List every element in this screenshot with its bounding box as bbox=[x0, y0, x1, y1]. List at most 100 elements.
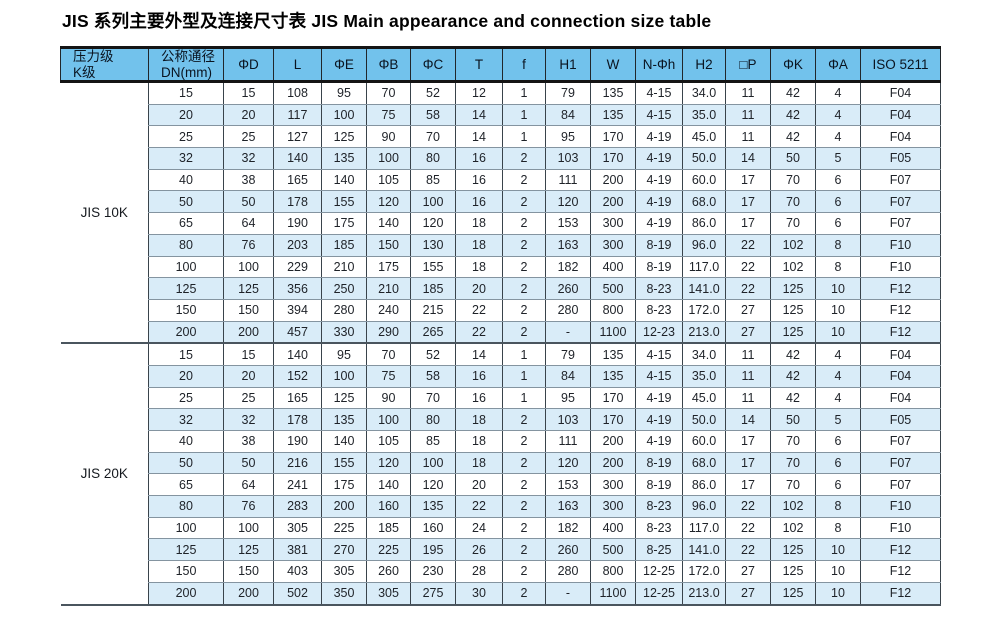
table-cell: 200 bbox=[148, 582, 224, 606]
table-cell: 4-15 bbox=[635, 343, 683, 366]
table-cell: 16 bbox=[455, 365, 503, 388]
table-cell: 22 bbox=[725, 495, 771, 518]
table-cell: F07 bbox=[860, 473, 941, 497]
table-cell: 105 bbox=[366, 430, 411, 453]
table-cell: F04 bbox=[860, 387, 941, 410]
table-cell: 95 bbox=[321, 343, 367, 366]
table-cell: 275 bbox=[410, 582, 456, 606]
table-cell: F07 bbox=[860, 212, 941, 235]
table-section: JIS 10K 15 15 108 95 70 52 12 1 79 135 4-15 34.0 11 42… bbox=[60, 81, 941, 344]
table-cell: 213.0 bbox=[682, 321, 726, 344]
table-cell: 111 bbox=[545, 169, 591, 192]
table-cell: 34.0 bbox=[682, 81, 726, 105]
table-cell: 50 bbox=[770, 147, 816, 170]
table-cell: 26 bbox=[455, 538, 503, 562]
table-cell: 170 bbox=[590, 147, 636, 170]
table-row: 50 50 216 155 120 100 18 2 120 200 8-19 68.0 17 70 6 F0… bbox=[61, 452, 941, 475]
table-cell: 10 bbox=[815, 299, 861, 322]
section-label: JIS 10K bbox=[60, 81, 149, 344]
table-cell: 100 bbox=[321, 365, 367, 388]
table-cell: 270 bbox=[321, 538, 367, 562]
table-cell: 5 bbox=[815, 147, 861, 170]
table-cell: 27 bbox=[725, 321, 771, 344]
table-cell: - bbox=[545, 582, 591, 606]
table-cell: 20 bbox=[223, 365, 274, 388]
table-cell: 2 bbox=[502, 517, 546, 540]
table-cell: 213.0 bbox=[682, 582, 726, 606]
table-row: JIS 20K 15 15 140 95 70 52 14 1 79 135 4-15 34.0 11 42… bbox=[60, 343, 941, 605]
table-cell: 250 bbox=[321, 277, 367, 300]
table-row: JIS 10K 15 15 108 95 70 52 12 1 79 135 4-15 34.0 11 42… bbox=[60, 81, 941, 344]
table-cell: 15 bbox=[223, 343, 274, 366]
table-cell: 163 bbox=[545, 495, 591, 518]
table-row: 40 38 165 140 105 85 16 2 111 200 4-19 60.0 17 70 6 F07 bbox=[61, 169, 941, 192]
table-cell: 17 bbox=[725, 452, 771, 475]
table-cell: 96.0 bbox=[682, 495, 726, 518]
table-cell: 22 bbox=[725, 538, 771, 562]
table-cell: F12 bbox=[860, 560, 941, 583]
table-cell: 25 bbox=[223, 125, 274, 149]
table-cell: 22 bbox=[725, 517, 771, 540]
table-cell: 4-19 bbox=[635, 387, 683, 410]
table-cell: 18 bbox=[455, 212, 503, 235]
column-header: ΦK bbox=[770, 46, 816, 83]
table-cell: 42 bbox=[770, 104, 816, 127]
table-cell: 150 bbox=[366, 234, 411, 257]
table-row: 32 32 140 135 100 80 16 2 103 170 4-19 50.0 14 50 5 F05 bbox=[61, 147, 941, 170]
table-cell: 160 bbox=[410, 517, 456, 540]
table-cell: 111 bbox=[545, 430, 591, 453]
table-cell: 20 bbox=[148, 365, 224, 388]
table-cell: 18 bbox=[455, 452, 503, 475]
table-cell: 6 bbox=[815, 212, 861, 235]
table-cell: 65 bbox=[148, 212, 224, 235]
table-cell: 32 bbox=[148, 147, 224, 170]
table-cell: 10 bbox=[815, 560, 861, 583]
table-cell: 290 bbox=[366, 321, 411, 344]
table-cell: 6 bbox=[815, 452, 861, 475]
table-cell: 330 bbox=[321, 321, 367, 344]
table-cell: 24 bbox=[455, 517, 503, 540]
table-cell: 120 bbox=[545, 452, 591, 475]
table-cell: 95 bbox=[545, 387, 591, 410]
table-cell: 2 bbox=[502, 277, 546, 300]
table-cell: 38 bbox=[223, 430, 274, 453]
table-cell: 4-19 bbox=[635, 408, 683, 431]
table-cell: 200 bbox=[590, 452, 636, 475]
table-cell: 16 bbox=[455, 169, 503, 192]
table-cell: 120 bbox=[410, 473, 456, 497]
table-row: 40 38 190 140 105 85 18 2 111 200 4-19 60.0 17 70 6 F07 bbox=[61, 430, 941, 453]
table-cell: 100 bbox=[148, 256, 224, 279]
table-cell: F07 bbox=[860, 169, 941, 192]
table-cell: 45.0 bbox=[682, 125, 726, 149]
table-cell: 80 bbox=[410, 408, 456, 431]
table-cell: 4-19 bbox=[635, 430, 683, 453]
table-cell: 60.0 bbox=[682, 169, 726, 192]
table-cell: 80 bbox=[148, 495, 224, 518]
table-cell: 8-23 bbox=[635, 495, 683, 518]
table-cell: 500 bbox=[590, 538, 636, 562]
table-cell: 280 bbox=[545, 299, 591, 322]
table-cell: 155 bbox=[410, 256, 456, 279]
table-cell: 25 bbox=[148, 125, 224, 149]
table-cell: 14 bbox=[455, 343, 503, 366]
table-cell: 18 bbox=[455, 430, 503, 453]
table-cell: F07 bbox=[860, 190, 941, 214]
section-label: JIS 20K bbox=[60, 343, 149, 605]
table-cell: 11 bbox=[725, 387, 771, 410]
table-cell: 241 bbox=[273, 473, 322, 497]
table-row: 20 20 117 100 75 58 14 1 84 135 4-15 35.0 11 42 4 F04 bbox=[61, 104, 941, 127]
table-cell: 90 bbox=[366, 125, 411, 149]
table-cell: 11 bbox=[725, 104, 771, 127]
table-cell: 4-19 bbox=[635, 190, 683, 214]
table-row: 200 200 457 330 290 265 22 2-1100 12-23 213.0 27 12… bbox=[61, 321, 941, 344]
table-cell: F05 bbox=[860, 147, 941, 170]
table-cell: 125 bbox=[321, 125, 367, 149]
table-cell: 79 bbox=[545, 81, 591, 105]
table-cell: 2 bbox=[502, 212, 546, 235]
table-cell: 102 bbox=[770, 234, 816, 257]
table-cell: 100 bbox=[366, 408, 411, 431]
table-cell: 300 bbox=[590, 212, 636, 235]
table-cell: 394 bbox=[273, 299, 322, 322]
table-cell: 140 bbox=[321, 430, 367, 453]
